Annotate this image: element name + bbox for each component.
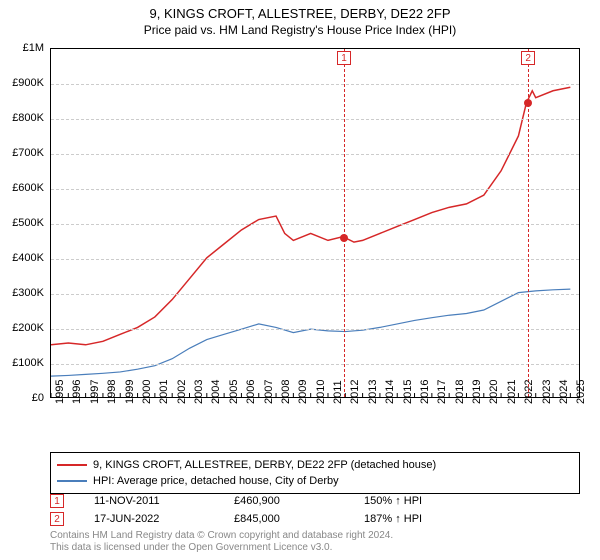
x-tick-label: 1995 — [54, 380, 66, 404]
x-tick-label: 2016 — [419, 380, 431, 404]
y-tick-label: £100K — [12, 357, 44, 369]
y-tick-label: £900K — [12, 77, 44, 89]
y-tick-label: £400K — [12, 252, 44, 264]
x-tick-label: 2021 — [506, 380, 518, 404]
footer-credits: Contains HM Land Registry data © Crown c… — [50, 530, 393, 554]
sale-marker-dot — [524, 99, 532, 107]
x-tick-label: 2011 — [332, 380, 344, 404]
gridline-h — [51, 189, 579, 190]
x-tick-label: 2001 — [158, 380, 170, 404]
x-tick-label: 2024 — [558, 380, 570, 404]
chart-area: 12 £0£100K£200K£300K£400K£500K£600K£700K… — [50, 48, 580, 398]
x-tick-label: 1999 — [124, 380, 136, 404]
x-tick-label: 2000 — [141, 380, 153, 404]
legend-row: 9, KINGS CROFT, ALLESTREE, DERBY, DE22 2… — [57, 457, 573, 473]
sales-table: 1 11-NOV-2011 £460,900 150% ↑ HPI 2 17-JUN-20… — [50, 492, 452, 528]
x-tick-label: 2025 — [575, 380, 587, 404]
gridline-h — [51, 119, 579, 120]
y-tick-label: £0 — [32, 392, 44, 404]
legend-swatch — [57, 480, 87, 482]
sale-row: 2 17-JUN-2022 £845,000 187% ↑ HPI — [50, 510, 452, 528]
sale-marker-dot — [340, 234, 348, 242]
y-tick-label: £300K — [12, 287, 44, 299]
line-svg — [51, 49, 579, 397]
y-tick-label: £500K — [12, 217, 44, 229]
footer-line2: This data is licensed under the Open Gov… — [50, 542, 393, 554]
y-tick-label: £600K — [12, 182, 44, 194]
sale-marker-line — [344, 49, 345, 397]
legend-swatch — [57, 464, 87, 466]
x-tick-label: 2004 — [210, 380, 222, 404]
sale-marker-box: 2 — [521, 51, 535, 65]
gridline-h — [51, 329, 579, 330]
x-tick-label: 2003 — [193, 380, 205, 404]
x-tick-label: 2008 — [280, 380, 292, 404]
sale-index-box: 2 — [50, 512, 64, 526]
x-tick-label: 1996 — [71, 380, 83, 404]
gridline-h — [51, 84, 579, 85]
chart-title-block: 9, KINGS CROFT, ALLESTREE, DERBY, DE22 2… — [0, 0, 600, 37]
x-tick-label: 2007 — [263, 380, 275, 404]
title-subtitle: Price paid vs. HM Land Registry's House … — [0, 23, 600, 37]
legend-label: HPI: Average price, detached house, City… — [93, 475, 339, 487]
gridline-h — [51, 154, 579, 155]
x-tick-label: 2017 — [436, 380, 448, 404]
title-address: 9, KINGS CROFT, ALLESTREE, DERBY, DE22 2… — [0, 6, 600, 21]
x-tick-label: 2012 — [349, 380, 361, 404]
x-tick-label: 2005 — [228, 380, 240, 404]
x-tick-label: 2015 — [402, 380, 414, 404]
x-tick-label: 2020 — [488, 380, 500, 404]
legend: 9, KINGS CROFT, ALLESTREE, DERBY, DE22 2… — [50, 452, 580, 494]
sale-row: 1 11-NOV-2011 £460,900 150% ↑ HPI — [50, 492, 452, 510]
y-tick-label: £1M — [23, 42, 44, 54]
gridline-h — [51, 224, 579, 225]
x-tick-label: 2002 — [176, 380, 188, 404]
sale-date: 11-NOV-2011 — [94, 495, 204, 507]
plot-box: 12 — [50, 48, 580, 398]
sale-pct: 187% ↑ HPI — [364, 513, 422, 525]
gridline-h — [51, 364, 579, 365]
x-tick-label: 2006 — [245, 380, 257, 404]
footer-line1: Contains HM Land Registry data © Crown c… — [50, 530, 393, 542]
x-tick-label: 1997 — [89, 380, 101, 404]
sale-date: 17-JUN-2022 — [94, 513, 204, 525]
x-tick-label: 2013 — [367, 380, 379, 404]
gridline-h — [51, 294, 579, 295]
x-tick-label: 2014 — [384, 380, 396, 404]
x-tick-label: 2009 — [297, 380, 309, 404]
legend-label: 9, KINGS CROFT, ALLESTREE, DERBY, DE22 2… — [93, 459, 436, 471]
x-tick-label: 2022 — [523, 380, 535, 404]
y-tick-label: £800K — [12, 112, 44, 124]
sale-price: £845,000 — [234, 513, 334, 525]
y-tick-label: £200K — [12, 322, 44, 334]
x-tick-label: 2010 — [315, 380, 327, 404]
sale-marker-box: 1 — [337, 51, 351, 65]
y-tick-label: £700K — [12, 147, 44, 159]
x-tick-label: 2019 — [471, 380, 483, 404]
legend-row: HPI: Average price, detached house, City… — [57, 473, 573, 489]
x-tick-label: 1998 — [106, 380, 118, 404]
x-tick-label: 2023 — [541, 380, 553, 404]
sale-price: £460,900 — [234, 495, 334, 507]
gridline-h — [51, 259, 579, 260]
sale-pct: 150% ↑ HPI — [364, 495, 422, 507]
sale-index-box: 1 — [50, 494, 64, 508]
x-tick-label: 2018 — [454, 380, 466, 404]
